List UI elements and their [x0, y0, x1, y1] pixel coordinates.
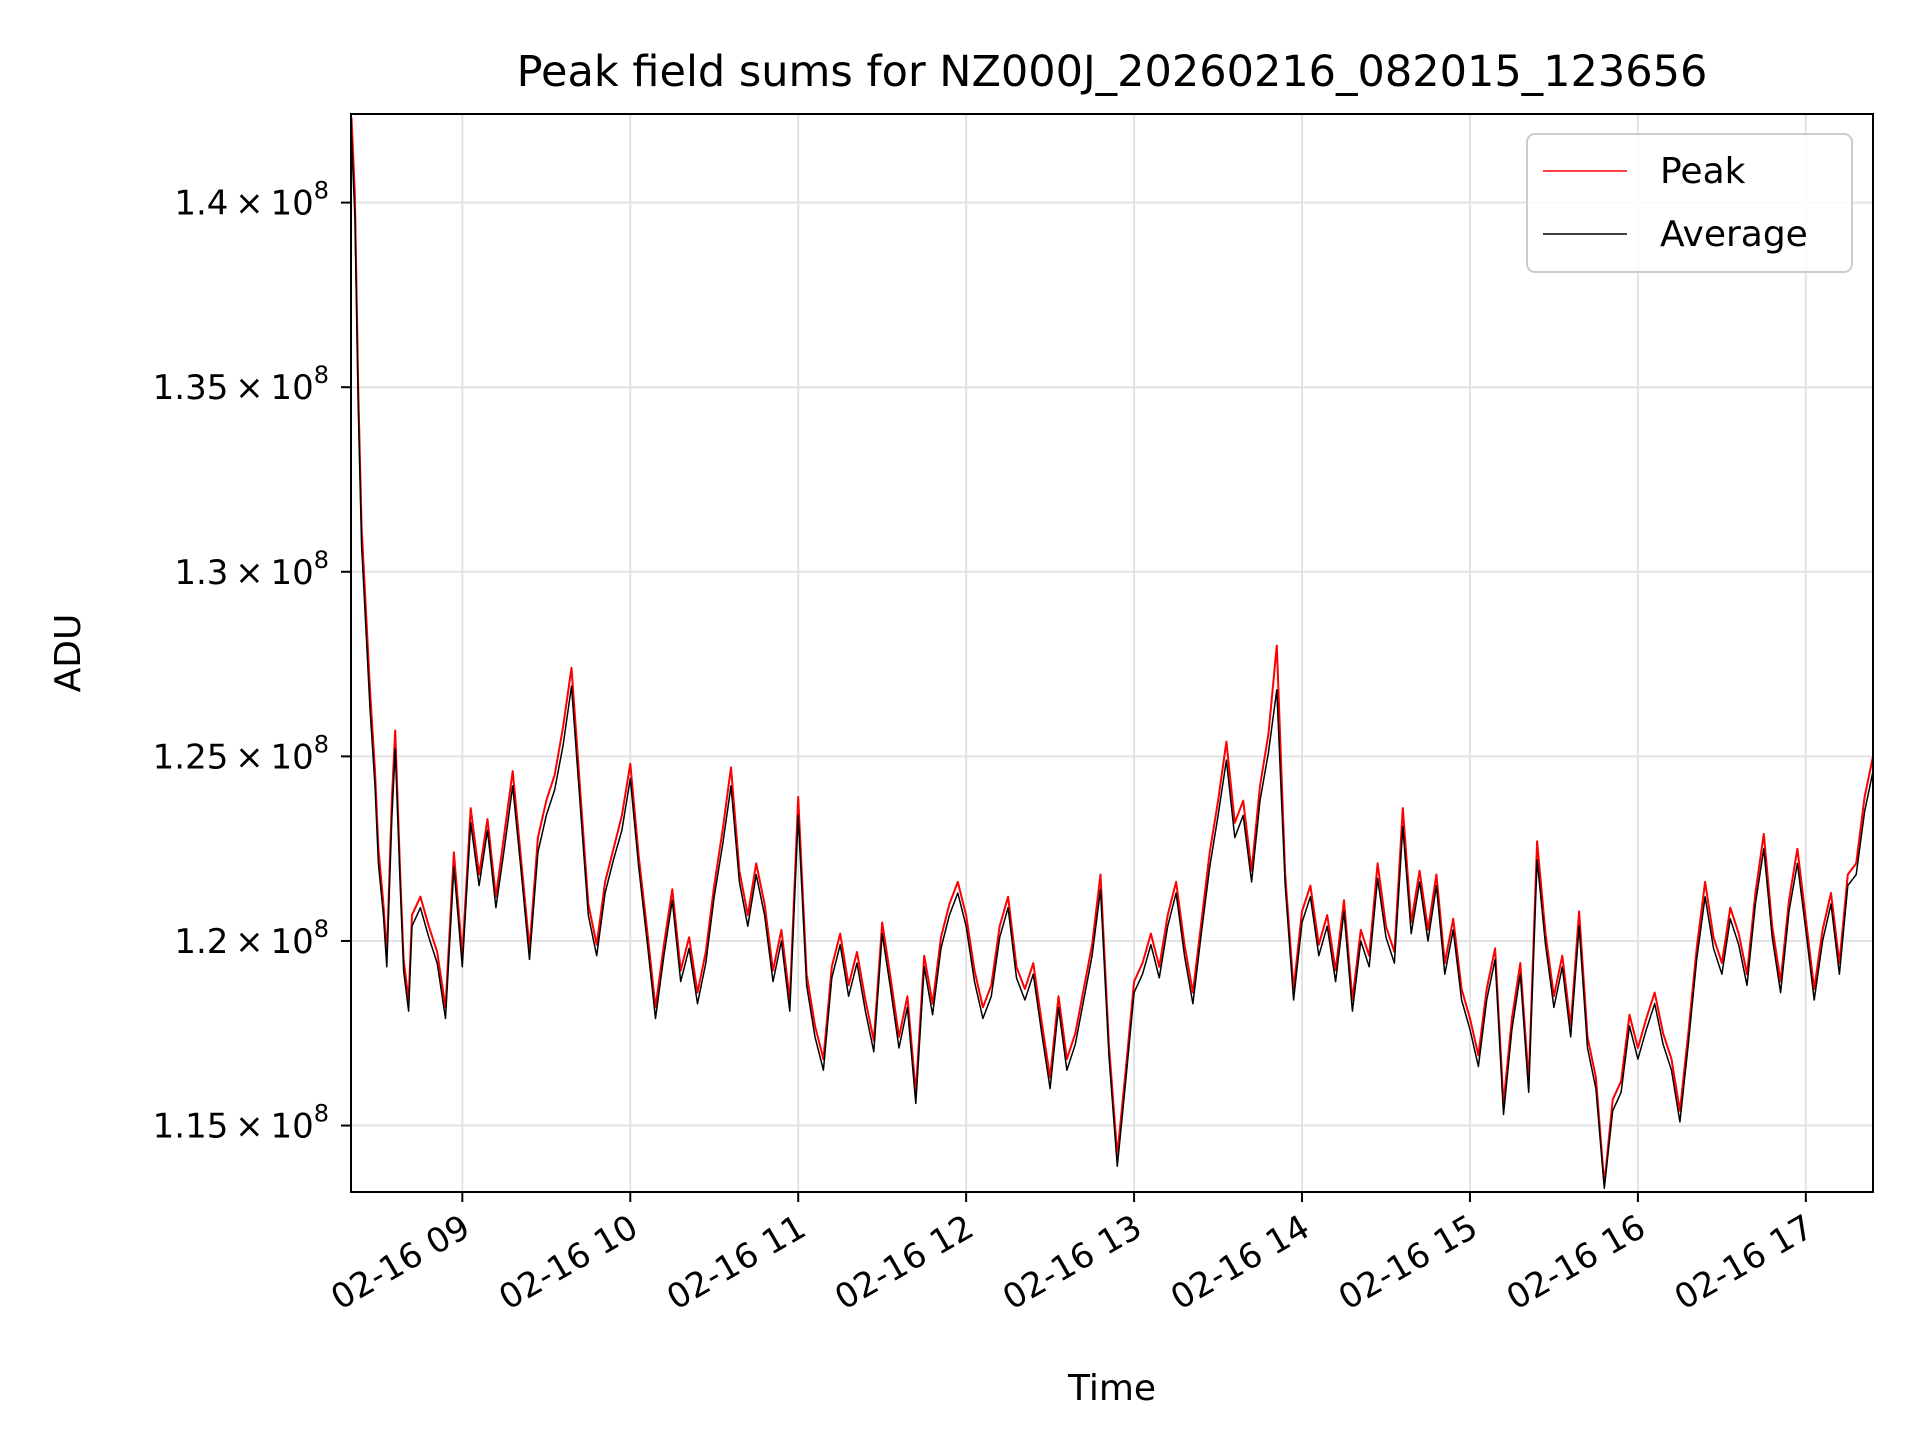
plot-area-frame [350, 113, 1874, 1193]
x-axis-title: Time [1067, 1368, 1156, 1409]
legend-box [1526, 133, 1853, 273]
y-tick-label: 1.35 × 108 [153, 361, 329, 408]
y-tick-label: 1.3 × 108 [174, 546, 329, 593]
legend-label-average: Average [1660, 214, 1808, 255]
y-tick-label: 1.2 × 108 [174, 915, 329, 962]
legend: Peak Average [1526, 133, 1853, 273]
y-axis-title: ADU [48, 614, 89, 693]
chart-title: Peak field sums for NZ000J_20260216_0820… [517, 47, 1708, 97]
series-line-average [351, 136, 1873, 1190]
grid [351, 114, 1873, 1192]
y-tick-label: 1.25 × 108 [153, 730, 329, 777]
y-axis: 1.15 × 108 1.2 × 108 1.25 × 108 1.3 × 108 1.… [153, 177, 351, 1147]
y-tick-label: 1.4 × 108 [174, 177, 329, 224]
series-line-peak [351, 117, 1873, 1186]
series-lines [351, 117, 1873, 1190]
legend-label-peak: Peak [1660, 151, 1746, 192]
y-tick-label: 1.15 × 108 [153, 1100, 329, 1147]
